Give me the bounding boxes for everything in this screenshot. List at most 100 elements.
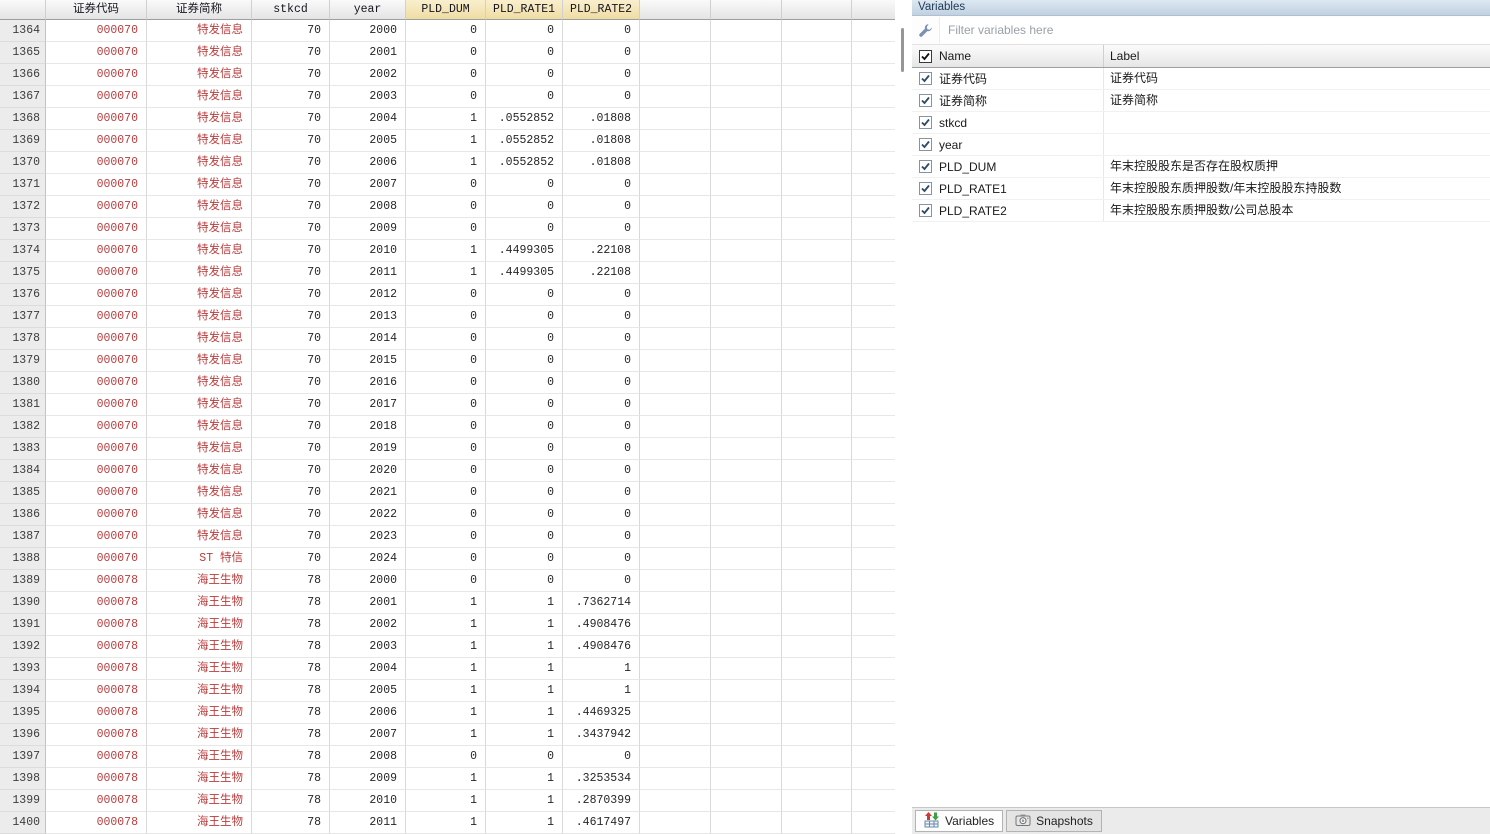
cell[interactable]: 特发信息	[147, 20, 252, 42]
empty-cell[interactable]	[782, 372, 852, 394]
empty-cell[interactable]	[711, 680, 782, 702]
cell[interactable]: 000070	[46, 42, 147, 64]
cell[interactable]: 1	[406, 702, 486, 724]
variable-row-stkcd[interactable]: stkcd	[912, 112, 1490, 134]
cell[interactable]: 特发信息	[147, 240, 252, 262]
column-header-stkcd[interactable]: stkcd	[252, 0, 330, 20]
label-column-header[interactable]: Label	[1103, 45, 1490, 67]
cell[interactable]: 000070	[46, 20, 147, 42]
cell[interactable]: 2002	[330, 614, 406, 636]
empty-cell[interactable]	[711, 394, 782, 416]
row-number[interactable]: 1386	[0, 504, 46, 526]
empty-cell[interactable]	[782, 614, 852, 636]
row-number[interactable]: 1380	[0, 372, 46, 394]
cell[interactable]: 000078	[46, 724, 147, 746]
empty-cell[interactable]	[852, 20, 895, 42]
empty-cell[interactable]	[711, 636, 782, 658]
cell[interactable]: 1	[406, 152, 486, 174]
cell[interactable]: .4908476	[563, 614, 640, 636]
cell[interactable]: 0	[486, 416, 563, 438]
cell[interactable]: 0	[486, 64, 563, 86]
empty-cell[interactable]	[852, 240, 895, 262]
cell[interactable]: 2014	[330, 328, 406, 350]
empty-cell[interactable]	[852, 108, 895, 130]
cell[interactable]: 0	[486, 526, 563, 548]
empty-cell[interactable]	[782, 218, 852, 240]
cell[interactable]: 海王生物	[147, 592, 252, 614]
cell[interactable]: 000078	[46, 680, 147, 702]
empty-cell[interactable]	[711, 262, 782, 284]
empty-cell[interactable]	[782, 680, 852, 702]
row-number[interactable]: 1387	[0, 526, 46, 548]
empty-cell[interactable]	[782, 570, 852, 592]
empty-cell[interactable]	[852, 196, 895, 218]
cell[interactable]: 0	[486, 570, 563, 592]
empty-cell[interactable]	[711, 20, 782, 42]
empty-cell[interactable]	[782, 262, 852, 284]
cell[interactable]: 000070	[46, 240, 147, 262]
cell[interactable]: 2007	[330, 724, 406, 746]
cell[interactable]: 78	[252, 592, 330, 614]
variable-row-PLD_DUM[interactable]: PLD_DUM 年末控股股东是否存在股权质押	[912, 156, 1490, 178]
cell[interactable]: 0	[406, 174, 486, 196]
empty-cell[interactable]	[852, 130, 895, 152]
empty-cell[interactable]	[640, 306, 711, 328]
cell[interactable]: 1	[406, 790, 486, 812]
empty-cell[interactable]	[640, 218, 711, 240]
cell[interactable]: 000070	[46, 130, 147, 152]
empty-cell[interactable]	[711, 504, 782, 526]
cell[interactable]: 2003	[330, 86, 406, 108]
cell[interactable]: 2024	[330, 548, 406, 570]
cell[interactable]: 2000	[330, 20, 406, 42]
row-number[interactable]: 1388	[0, 548, 46, 570]
variable-checkbox[interactable]	[919, 72, 932, 85]
empty-cell[interactable]	[640, 746, 711, 768]
row-number[interactable]: 1383	[0, 438, 46, 460]
cell[interactable]: .2870399	[563, 790, 640, 812]
cell[interactable]: 特发信息	[147, 196, 252, 218]
row-number[interactable]: 1399	[0, 790, 46, 812]
cell[interactable]: 70	[252, 328, 330, 350]
tab-variables[interactable]: Variables	[915, 810, 1004, 832]
empty-cell[interactable]	[782, 86, 852, 108]
row-number[interactable]: 1366	[0, 64, 46, 86]
row-number[interactable]: 1376	[0, 284, 46, 306]
cell[interactable]: 特发信息	[147, 218, 252, 240]
cell[interactable]: 70	[252, 548, 330, 570]
cell[interactable]: 2006	[330, 152, 406, 174]
row-number[interactable]: 1371	[0, 174, 46, 196]
empty-cell[interactable]	[852, 394, 895, 416]
cell[interactable]: 78	[252, 658, 330, 680]
cell[interactable]: 70	[252, 64, 330, 86]
cell[interactable]: 70	[252, 350, 330, 372]
empty-cell[interactable]	[711, 460, 782, 482]
cell[interactable]: 0	[563, 438, 640, 460]
empty-cell[interactable]	[640, 262, 711, 284]
empty-cell[interactable]	[852, 306, 895, 328]
cell[interactable]: 特发信息	[147, 108, 252, 130]
cell[interactable]: 1	[406, 636, 486, 658]
cell[interactable]: 0	[406, 42, 486, 64]
cell[interactable]: 2016	[330, 372, 406, 394]
cell[interactable]: 1	[406, 108, 486, 130]
cell[interactable]: 70	[252, 306, 330, 328]
cell[interactable]: 70	[252, 42, 330, 64]
empty-cell[interactable]	[852, 812, 895, 834]
empty-cell[interactable]	[852, 174, 895, 196]
cell[interactable]: .3253534	[563, 768, 640, 790]
variable-row-证券简称[interactable]: 证券简称 证券简称	[912, 90, 1490, 112]
cell[interactable]: 0	[486, 284, 563, 306]
empty-cell[interactable]	[711, 526, 782, 548]
cell[interactable]: 特发信息	[147, 64, 252, 86]
cell[interactable]: 000070	[46, 350, 147, 372]
cell[interactable]: 78	[252, 812, 330, 834]
cell[interactable]: 0	[486, 196, 563, 218]
empty-cell[interactable]	[711, 284, 782, 306]
empty-cell[interactable]	[782, 702, 852, 724]
cell[interactable]: 特发信息	[147, 372, 252, 394]
empty-cell[interactable]	[711, 790, 782, 812]
empty-cell[interactable]	[640, 108, 711, 130]
empty-cell[interactable]	[852, 680, 895, 702]
cell[interactable]: 0	[486, 548, 563, 570]
cell[interactable]: 0	[406, 372, 486, 394]
